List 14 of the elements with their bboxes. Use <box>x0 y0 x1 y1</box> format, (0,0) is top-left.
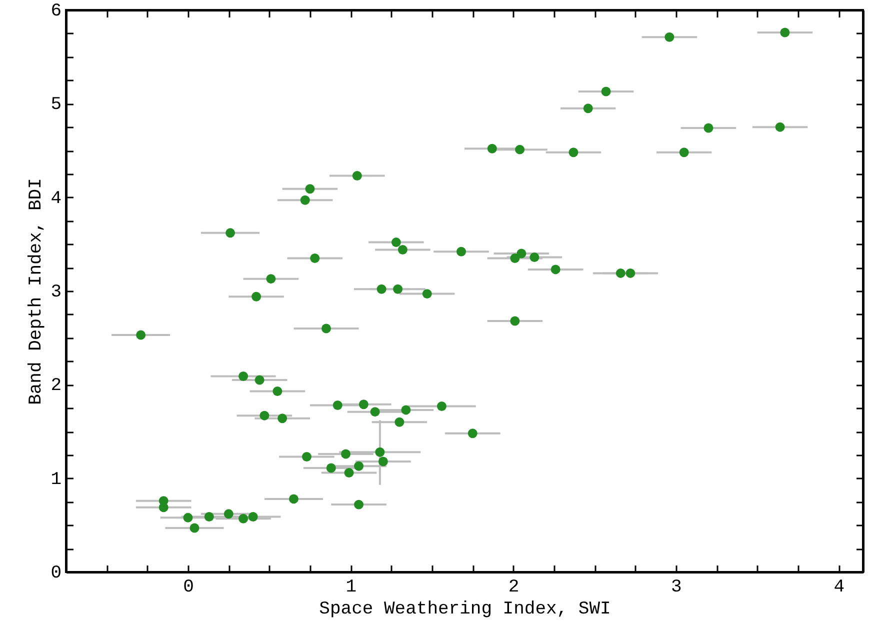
y-tick-label: 5 <box>50 95 62 116</box>
y-tick-label: 1 <box>50 470 62 490</box>
x-tick-label: 2 <box>508 578 520 598</box>
y-tick-label: 6 <box>50 2 62 22</box>
x-tick-label: 1 <box>346 578 357 598</box>
y-tick-label: 2 <box>50 376 62 396</box>
y-axis-title: Band Depth Index, BDI <box>26 178 47 405</box>
x-tick-label: 3 <box>671 578 682 598</box>
y-tick-label: 4 <box>50 188 62 209</box>
y-tick-label: 3 <box>50 282 62 302</box>
x-tick-label: 4 <box>834 578 845 598</box>
x-axis-title: Space Weathering Index, SWI <box>319 600 611 620</box>
y-tick-label: 0 <box>50 564 62 584</box>
x-tick-label: 0 <box>183 578 194 598</box>
